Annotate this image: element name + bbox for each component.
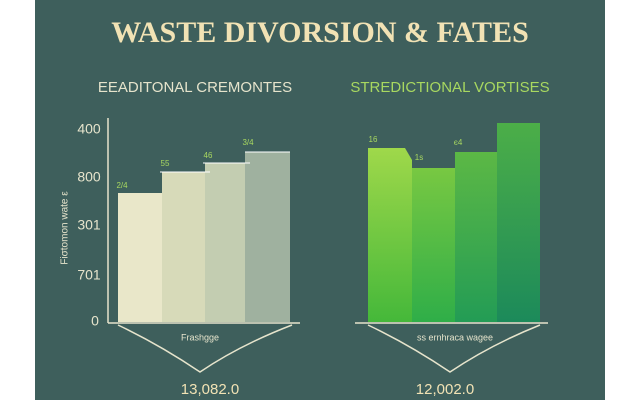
bar-label: 16	[369, 135, 378, 144]
bar	[497, 123, 540, 322]
title: WASTE DIVORSION & FATES	[111, 16, 529, 49]
brace	[117, 324, 293, 373]
bar-label: 3/4	[242, 138, 254, 147]
bar	[245, 152, 290, 322]
axis-label: 701	[77, 267, 101, 283]
subtitle: STREDICTIONAL VORTISES	[350, 79, 549, 96]
total: 13,082.0	[181, 381, 239, 398]
axis-title: Fiσtοmon wate ε	[60, 191, 71, 265]
subtitle: EEADITONAL CREMONTES	[98, 79, 292, 96]
caption: ss ernhraca wagee	[417, 332, 493, 342]
axis-label: 400	[77, 121, 101, 137]
bar	[455, 152, 497, 322]
bar-label: 2/4	[116, 181, 128, 190]
caption: Frashgge	[181, 332, 219, 342]
bar	[118, 193, 165, 322]
bar-label: 46	[204, 151, 213, 160]
bar	[205, 163, 250, 322]
bar-label: 1s	[415, 153, 423, 162]
axis-label: 800	[77, 169, 101, 185]
bar	[368, 148, 412, 322]
brace	[367, 324, 541, 373]
bar-label: є4	[454, 138, 463, 147]
bar	[412, 168, 455, 322]
axis-label: 301	[77, 217, 101, 233]
total: 12,002.0	[416, 381, 474, 398]
bar	[162, 172, 210, 322]
axis-label: 0	[91, 313, 99, 329]
bar-label: 55	[161, 159, 170, 168]
